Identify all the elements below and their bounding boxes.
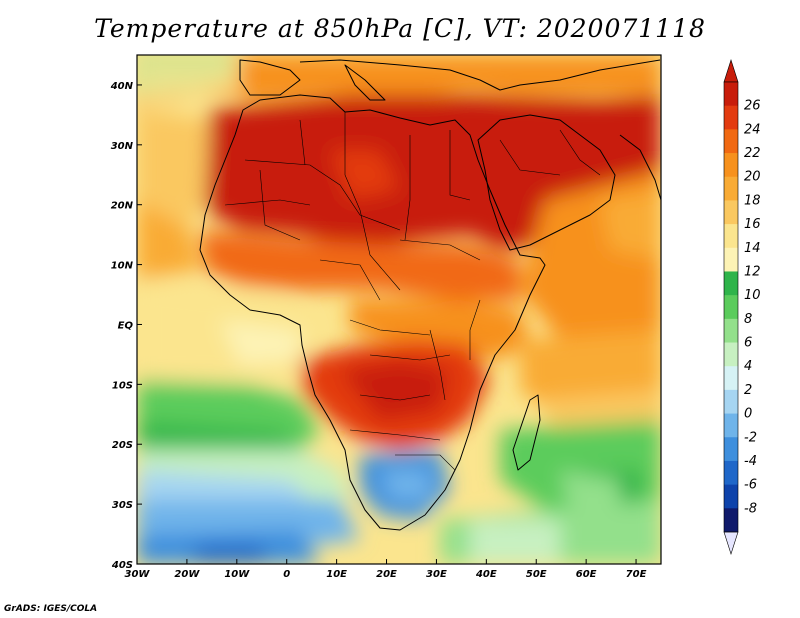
colorbar-swatch [724,295,738,320]
colorbar-label: 20 [744,170,761,185]
colorbar-swatch [724,484,738,509]
colorbar-label: 24 [744,122,761,137]
colorbar-swatch [724,460,738,486]
x-tick-label: 40E [475,569,497,580]
x-tick-label: 20W [174,569,200,580]
italy-coastline [344,64,386,101]
iberia-coastline [239,59,301,96]
colorbar-swatch [724,224,738,249]
y-tick-label: 40S [111,560,133,571]
colorbar-swatch [724,247,738,272]
y-tick-label: 20N [111,201,134,212]
colorbar-swatch [724,105,738,130]
colorbar-label: 10 [744,288,761,303]
colorbar-swatch [724,271,738,296]
colorbar-swatch [724,437,738,462]
colorbar-swatch [724,342,738,367]
colorbar-max-extend [723,59,739,83]
colorbar-label: 26 [744,99,761,114]
x-tick-label: 70E [626,569,647,580]
colorbar-swatch [724,129,738,154]
credit-text: GrADS: IGES/COLA [4,604,98,614]
colorbar-swatch [724,200,738,225]
y-tick-label: 40N [110,81,134,92]
x-tick-label: 0 [283,569,290,580]
x-tick-label: 50E [526,569,547,580]
colorbar-swatch [724,508,738,533]
y-tick-label: 20S [112,440,133,451]
colorbar-label: 18 [744,193,761,208]
y-tick-label: 10S [112,380,133,391]
temperature-field [137,55,661,564]
colorbar-swatch [724,366,738,391]
colorbar-label: 22 [744,146,761,161]
colorbar-label: -6 [744,478,757,493]
india-coastline [619,134,661,201]
colorbar-label: -2 [744,430,757,445]
colorbar-swatch [724,176,738,201]
colorbar-label: 0 [744,407,752,422]
colorbar-label: -4 [744,454,757,469]
colorbar-label: 14 [744,241,761,256]
chart-title: Temperature at 850hPa [C], VT: 202007111… [94,14,706,43]
colorbar-label: 6 [744,336,752,351]
x-tick-label: 10W [224,569,250,580]
colorbar-swatch [724,82,738,107]
colorbar-swatch [724,153,738,178]
colorbar-label: 16 [744,217,761,232]
europe-coastline [299,59,661,91]
colorbar-label: 12 [744,264,761,279]
colorbar-label: 4 [744,359,752,374]
x-tick-label: 30W [125,569,151,580]
colorbar-label: 8 [744,312,752,327]
colorbar-swatch [724,389,738,415]
colorbar-min-extend [723,531,739,555]
colorbar-swatch [724,318,738,344]
arabia-coastline [477,114,616,251]
plot-frame [136,54,662,565]
y-tick-label: 30S [112,500,133,511]
y-tick-label: 30N [111,141,134,152]
y-tick-label: 10N [111,261,134,272]
x-tick-label: 10E [326,569,347,580]
colorbar-label: -8 [744,501,757,516]
colorbar-swatch [724,413,738,438]
africa-coastline [199,94,546,531]
x-tick-label: 30E [426,569,447,580]
y-tick-label: EQ [118,320,134,331]
colorbar-frame [723,81,739,533]
madagascar-coastline [512,394,541,471]
x-tick-label: 60E [576,569,597,580]
colorbar-label: 2 [744,383,752,398]
x-tick-label: 20E [376,569,397,580]
